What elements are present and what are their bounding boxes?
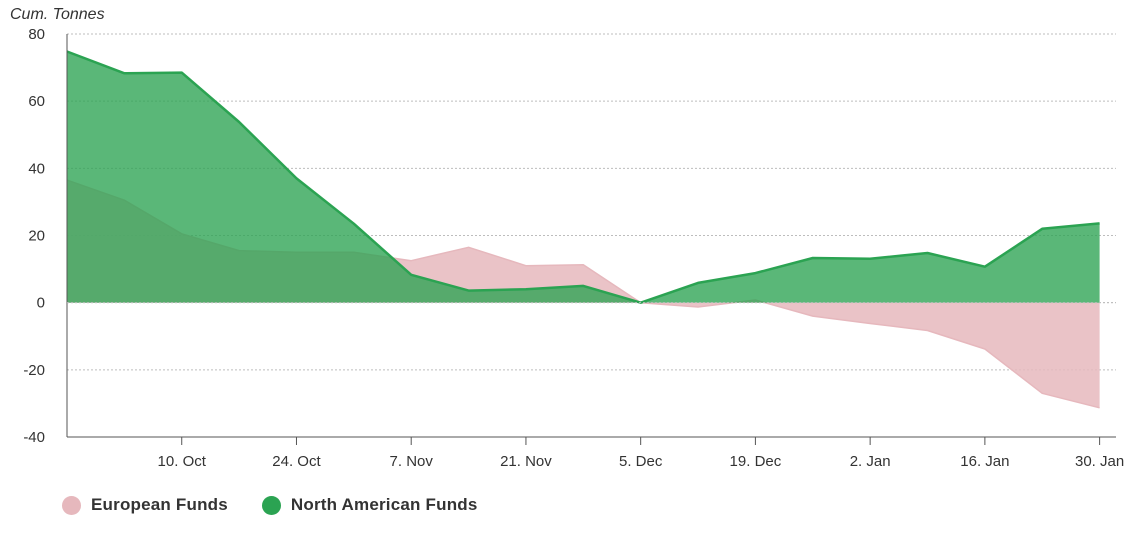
legend-item-north-american-funds[interactable]: North American Funds xyxy=(261,495,478,515)
axes xyxy=(66,34,1116,445)
x-tick-label: 30. Jan xyxy=(1075,453,1124,470)
legend-label-north-american: North American Funds xyxy=(290,495,478,514)
legend-dot-north-american xyxy=(261,495,281,515)
y-tick-label: 60 xyxy=(28,93,45,110)
y-tick-label: 0 xyxy=(37,295,45,312)
x-tick-label: 21. Nov xyxy=(500,453,552,470)
legend-label-european: European Funds xyxy=(91,495,228,514)
x-tick-label: 7. Nov xyxy=(390,453,434,470)
legend-dot-european xyxy=(62,495,81,515)
y-axis-title: Cum. Tonnes xyxy=(10,6,105,23)
area-chart: Cum. Tonnes 80 60 40 20 0 -20 -40 10. Oct 24. O… xyxy=(10,6,1125,470)
legend: European Funds North American Funds xyxy=(62,495,478,515)
x-tick-label: 16. Jan xyxy=(960,453,1009,470)
area-north-american-funds xyxy=(67,51,1100,303)
x-tick-label: 19. Dec xyxy=(730,453,782,470)
y-tick-label: -40 xyxy=(23,429,45,446)
y-tick-label: 20 xyxy=(28,228,45,245)
x-tick-label: 5. Dec xyxy=(619,453,663,470)
series-areas xyxy=(66,50,1100,409)
y-tick-label: 80 xyxy=(28,26,45,43)
line-north-american-funds xyxy=(66,50,1100,304)
y-tick-label: 40 xyxy=(28,160,45,177)
x-tick-labels: 10. Oct 24. Oct 7. Nov 21. Nov 5. Dec 19. Dec… xyxy=(158,453,1125,470)
y-tick-labels: 80 60 40 20 0 -20 -40 xyxy=(23,26,45,446)
y-tick-label: -20 xyxy=(23,362,45,379)
x-tick-label: 24. Oct xyxy=(272,453,321,470)
legend-item-european-funds[interactable]: European Funds xyxy=(62,495,228,515)
x-tick-label: 2. Jan xyxy=(850,453,891,470)
x-tick-label: 10. Oct xyxy=(158,453,207,470)
